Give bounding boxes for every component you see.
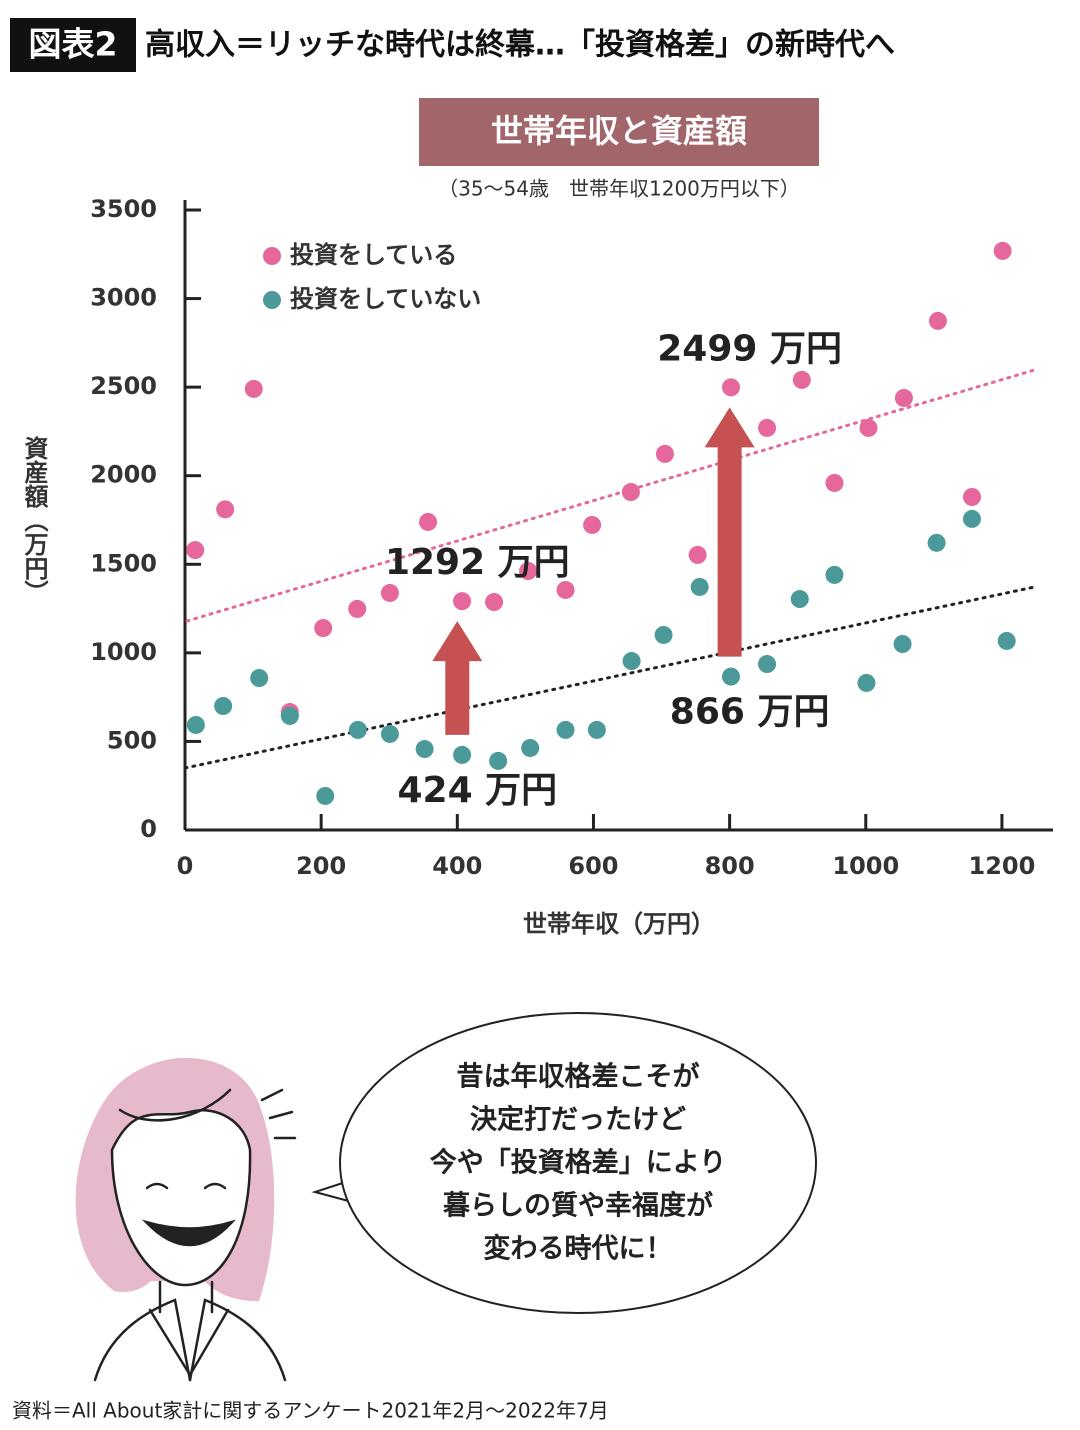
y-tick-label: 2500 (90, 372, 157, 400)
legend-label: 投資をしていない (290, 285, 481, 313)
point (857, 673, 876, 692)
point (962, 509, 981, 528)
annotation-label: 424 万円 (397, 770, 557, 811)
point (721, 667, 740, 686)
point (348, 720, 367, 739)
y-tick-label: 2000 (90, 461, 157, 489)
chart-title-box (419, 98, 819, 166)
point (758, 418, 777, 437)
x-tick-label: 1000 (832, 852, 899, 880)
point (280, 706, 299, 725)
x-axis-label: 世帯年収（万円） (523, 910, 715, 938)
trendline (185, 368, 1037, 623)
plot: 0 500 1000 1500 2000 2500 3000 3500 0 200 400 600 80… (90, 195, 1053, 880)
y-tick-label: 3000 (90, 284, 157, 312)
point (244, 379, 263, 398)
point (927, 533, 946, 552)
point (186, 715, 205, 734)
point (556, 720, 575, 739)
point (415, 740, 434, 759)
legend-swatch (263, 291, 281, 309)
y-axis-label: 資産額（万円） (20, 436, 48, 604)
point (419, 512, 438, 531)
point (453, 592, 472, 611)
point (380, 583, 399, 602)
x-tick-label: 200 (296, 852, 346, 880)
point (894, 388, 913, 407)
chart-title: 世帯年収と資産額 (491, 112, 747, 150)
point (348, 599, 367, 618)
bubble-line: 変わる時代に！ (484, 1233, 673, 1265)
source-note: 資料＝All About家計に関するアンケート2021年2月～2022年7月 (12, 1399, 609, 1423)
point (790, 590, 809, 609)
annotation-label: 2499 万円 (657, 328, 842, 369)
point (587, 720, 606, 739)
point (688, 545, 707, 564)
y-tick-label: 1500 (90, 549, 157, 577)
point (489, 751, 508, 770)
arrow (432, 621, 483, 735)
x-tick-label: 1200 (969, 852, 1036, 880)
chart-subtitle: （35～54歳 世帯年収1200万円以下） (438, 177, 800, 201)
point (758, 655, 777, 674)
point (250, 669, 269, 688)
point (453, 745, 472, 764)
y-tick-label: 3500 (90, 195, 157, 223)
point (485, 593, 504, 612)
point (214, 697, 233, 715)
point (622, 652, 641, 671)
point (380, 724, 399, 743)
point (825, 565, 844, 584)
bubble-line: 昔は年収格差こそが (457, 1061, 700, 1093)
point (556, 580, 575, 599)
y-tick-label: 500 (107, 726, 157, 754)
legend-swatch (263, 247, 281, 265)
point (655, 444, 674, 463)
point (519, 562, 538, 581)
legend-label: 投資をしている (290, 241, 457, 269)
illustration (75, 1057, 297, 1382)
x-tick-label: 400 (432, 852, 482, 880)
trendline (183, 585, 1037, 770)
point (316, 786, 335, 805)
point (721, 378, 740, 397)
x-tick-label: 600 (568, 852, 618, 880)
annotation-label: 866 万円 (670, 692, 830, 733)
y-tick-label: 1000 (90, 638, 157, 666)
y-tick-label: 0 (140, 815, 157, 843)
point (928, 311, 947, 330)
page-title: 高収入＝リッチな時代は終幕…「投資格差」の新時代へ (145, 28, 895, 63)
bubble-line: 暮らしの質や幸福度が (443, 1190, 713, 1222)
bubble-text: 昔は年収格差こそが決定打だったけど今や「投資格差」により暮らしの質や幸福度が変わ… (430, 1061, 726, 1265)
point (993, 241, 1012, 260)
arrow (704, 407, 755, 657)
point (792, 370, 811, 389)
badge: 図表2 (29, 25, 118, 64)
point (997, 631, 1016, 650)
point (962, 487, 981, 506)
badge-box (10, 18, 136, 72)
point (859, 418, 878, 437)
point (621, 483, 640, 502)
x-tick-label: 800 (705, 852, 755, 880)
x-tick-label: 0 (177, 852, 194, 880)
point (583, 515, 602, 534)
bubble-line: 決定打だったけど (470, 1104, 686, 1136)
annotation-label: 1292 万円 (385, 542, 570, 583)
point (521, 738, 540, 757)
point (186, 541, 205, 560)
point (654, 625, 673, 644)
point (690, 577, 709, 596)
point (893, 635, 912, 653)
point (216, 500, 235, 519)
bubble-line: 今や「投資格差」により (430, 1147, 726, 1179)
point (314, 619, 333, 638)
point (825, 473, 844, 492)
speech-bubble (339, 1012, 817, 1314)
